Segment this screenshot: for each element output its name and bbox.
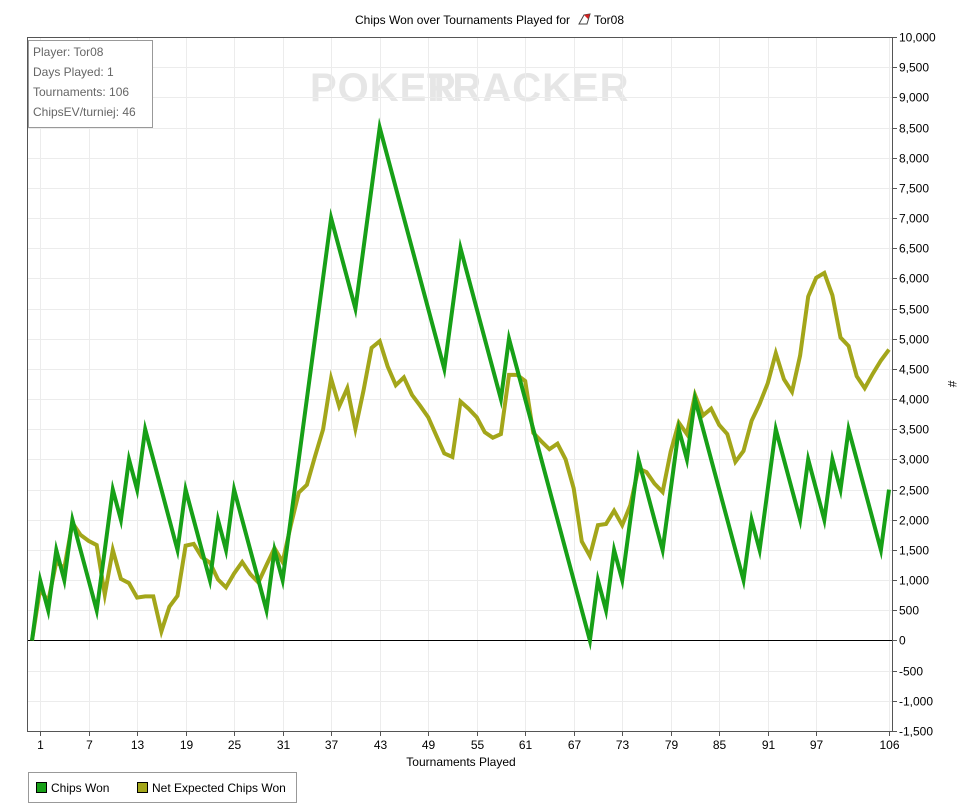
info-box-frame [28, 40, 153, 128]
x-tick-label: 19 [180, 738, 194, 752]
legend-label-expected-chips: Net Expected Chips Won [152, 781, 286, 795]
y-tick-label: 5,500 [899, 303, 929, 317]
x-tick-label: 55 [471, 738, 485, 752]
y-tick-label: -500 [899, 665, 923, 679]
info-box: Player: Tor08 Days Played: 1 Tournaments… [28, 40, 153, 128]
y-tick-label: 2,000 [899, 514, 929, 528]
x-tick-label: 85 [713, 738, 727, 752]
info-chipsev: ChipsEV/turniej: 46 [33, 105, 136, 119]
y-tick-label: 6,500 [899, 242, 929, 256]
grid [28, 37, 892, 732]
watermark: POKER TRACKER [310, 66, 630, 110]
y-tick-label: 1,000 [899, 574, 929, 588]
x-tick-label: 91 [762, 738, 776, 752]
y-tick-label: 7,000 [899, 212, 929, 226]
x-axis-label: Tournaments Played [406, 755, 515, 769]
y-tick-label: 0 [899, 634, 906, 648]
y-tick-label: 500 [899, 604, 919, 618]
series-line-expected-chips-won [30, 270, 891, 641]
x-tick-label: 43 [374, 738, 388, 752]
site-icon [578, 13, 591, 25]
x-tick-label: 31 [277, 738, 291, 752]
y-tick-label: 4,500 [899, 363, 929, 377]
y-tick-label: 8,000 [899, 152, 929, 166]
x-tick-label: 61 [519, 738, 533, 752]
chart-title-prefix: Chips Won over Tournaments Played for [355, 13, 570, 27]
y-tick-label: 9,500 [899, 61, 929, 75]
y-tick-label: 7,500 [899, 182, 929, 196]
info-days-played: Days Played: 1 [33, 65, 114, 79]
legend: Chips Won Net Expected Chips Won [28, 772, 297, 803]
x-tick-label: 37 [325, 738, 339, 752]
y-tick-label: 5,000 [899, 333, 929, 347]
y-tick-label: 3,500 [899, 423, 929, 437]
y-tick-label: 4,000 [899, 393, 929, 407]
info-player: Player: Tor08 [33, 45, 104, 59]
x-tick-label: 79 [665, 738, 679, 752]
chart-title-player: Tor08 [594, 13, 624, 27]
y-tick-label: 10,000 [899, 31, 936, 45]
x-tick-label: 67 [568, 738, 582, 752]
chart-title: Chips Won over Tournaments Played for [355, 13, 570, 27]
legend-swatch-expected-chips [137, 782, 148, 793]
y-tick-label: 9,000 [899, 91, 929, 105]
series-line-chips-won [30, 117, 891, 651]
x-axis: 1 7 13 19 25 31 37 43 49 55 61 67 73 79 85 91 97 106 [37, 731, 900, 752]
x-tick-label: 49 [422, 738, 436, 752]
y-tick-label: 6,000 [899, 272, 929, 286]
x-tick-label: 25 [228, 738, 242, 752]
x-tick-label: 97 [810, 738, 824, 752]
y-tick-label: -1,500 [899, 725, 933, 739]
y-tick-label: 1,500 [899, 544, 929, 558]
info-tournaments: Tournaments: 106 [33, 85, 129, 99]
x-tick-label: 73 [616, 738, 630, 752]
y-tick-label: 2,500 [899, 484, 929, 498]
watermark-text-poker: POKER [310, 66, 457, 110]
y-tick-label: -1,000 [899, 695, 933, 709]
y-tick-label: 3,000 [899, 453, 929, 467]
series-lines [30, 117, 891, 651]
plot-frame [27, 37, 893, 732]
legend-label-chips-won: Chips Won [51, 781, 109, 795]
x-tick-label: 13 [131, 738, 145, 752]
y-tick-label: 8,500 [899, 122, 929, 136]
legend-swatch-chips-won [36, 782, 47, 793]
x-tick-label: 106 [879, 738, 899, 752]
watermark-text-tracker: TRACKER [427, 66, 630, 110]
legend-frame [28, 772, 297, 803]
y-axis-label: # [945, 381, 959, 388]
x-tick-label: 7 [86, 738, 93, 752]
x-tick-label: 1 [37, 738, 44, 752]
y-axis: -1,500 -1,000 -500 0 500 1,000 1,500 2,000 2,500… [892, 31, 936, 739]
